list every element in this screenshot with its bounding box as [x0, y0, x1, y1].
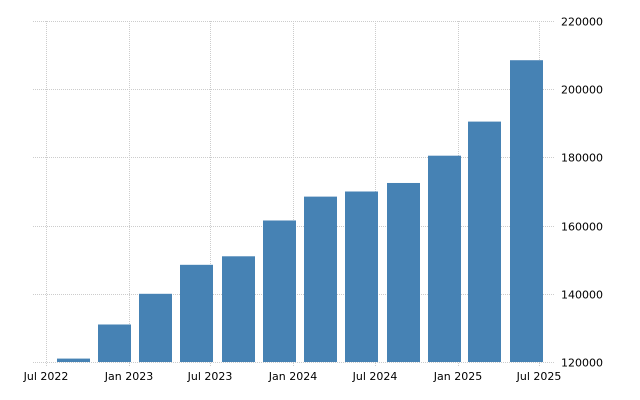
y-tick-label: 220000	[561, 16, 603, 29]
bar-2022-Q3	[57, 358, 90, 362]
bar-2025-Q1	[468, 121, 501, 362]
bars	[57, 60, 543, 363]
x-tick-label: Jul 2022	[23, 370, 69, 383]
x-tick-label: Jan 2023	[104, 370, 153, 383]
bar-2024-Q3	[387, 182, 420, 362]
x-tick-label: Jul 2023	[187, 370, 233, 383]
y-axis: 120000 140000 160000 180000 200000 220000	[561, 16, 603, 370]
bar-2024-Q1	[304, 196, 337, 362]
gridlines	[33, 21, 555, 366]
y-tick-label: 180000	[561, 152, 603, 165]
x-tick-label: Jul 2024	[352, 370, 398, 383]
bar-2023-Q3	[222, 256, 255, 362]
bar-2022-Q4	[98, 324, 131, 362]
bar-2024-Q2	[345, 191, 378, 362]
x-tick-label: Jan 2024	[268, 370, 317, 383]
bar-2025-Q2	[510, 60, 543, 363]
y-tick-label: 160000	[561, 221, 603, 234]
bar-2023-Q1	[139, 293, 172, 362]
bar-2023-Q2	[180, 264, 213, 362]
x-tick-label: Jul 2025	[516, 370, 562, 383]
x-tick-label: Jan 2025	[433, 370, 482, 383]
x-axis: Jul 2022 Jan 2023 Jul 2023 Jan 2024 Jul 2024…	[23, 370, 562, 383]
bar-2024-Q4	[428, 155, 461, 362]
y-tick-label: 120000	[561, 357, 603, 370]
y-tick-label: 200000	[561, 84, 603, 97]
bar-2023-Q4	[263, 220, 296, 362]
y-tick-label: 140000	[561, 289, 603, 302]
